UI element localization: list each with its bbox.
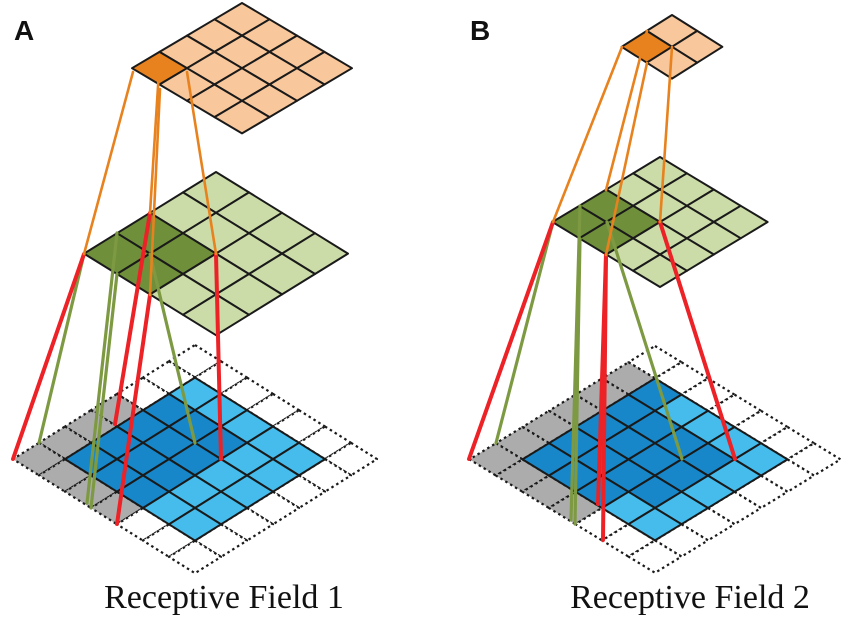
panel-b-red-line (658, 220, 737, 461)
panel-b-olive-line (573, 237, 582, 526)
panel-b-orange-line (604, 61, 649, 257)
panel-a-input-grid-cell (37, 425, 93, 461)
panel-a-input-grid-cell (297, 425, 353, 461)
panel-b-olive-line (605, 220, 684, 461)
panel-b-input-grid-cell (627, 539, 683, 574)
panel-b-label: B (470, 15, 490, 46)
panel-b-red-line (601, 253, 608, 542)
panel-a-orange-line (185, 70, 218, 256)
panel-b-orange-line (551, 45, 624, 224)
panel-a-orange-line (82, 70, 135, 256)
panel-a-red-line (214, 252, 223, 461)
panel-a-olive-line (85, 231, 119, 505)
panel-b-red-line (467, 220, 555, 461)
panel-a-olive-line (37, 252, 86, 445)
panel-a-orange-line (148, 87, 162, 297)
panel-a-red-line (115, 293, 152, 526)
panel-a-input-grid-cell (219, 376, 275, 412)
panel-b-middle-grid-cell (632, 253, 688, 288)
panel-a-input-grid (11, 343, 379, 575)
panel-a-input-grid-cell (168, 507, 222, 542)
panel-b-input-grid-cell (627, 507, 683, 542)
panel-a-olive-line (148, 252, 197, 445)
panel-b-orange-line (658, 45, 674, 224)
panel-b-orange-line (604, 29, 649, 192)
panel-a-input-grid-cell (167, 343, 223, 379)
panel-a-caption: Receptive Field 1 (104, 579, 344, 616)
panel-a-top-grid-cell (213, 99, 271, 135)
panel-a-red-line (113, 211, 152, 426)
panel-b-input-grid (468, 344, 842, 574)
panel-a-input-grid-cell (115, 376, 171, 412)
panel-a-orange-line (148, 53, 162, 215)
panel-a-red-line (11, 252, 86, 461)
panel-a-label: A (14, 15, 34, 46)
panel-a-olive-line (89, 272, 119, 510)
panel-b-olive-line (494, 220, 555, 445)
panel-a-input-grid-cell (167, 539, 223, 575)
panel-b-caption: Receptive Field 2 (570, 579, 810, 616)
panel-a-middle-grid (83, 171, 349, 337)
projection-lines-layer (11, 29, 737, 542)
